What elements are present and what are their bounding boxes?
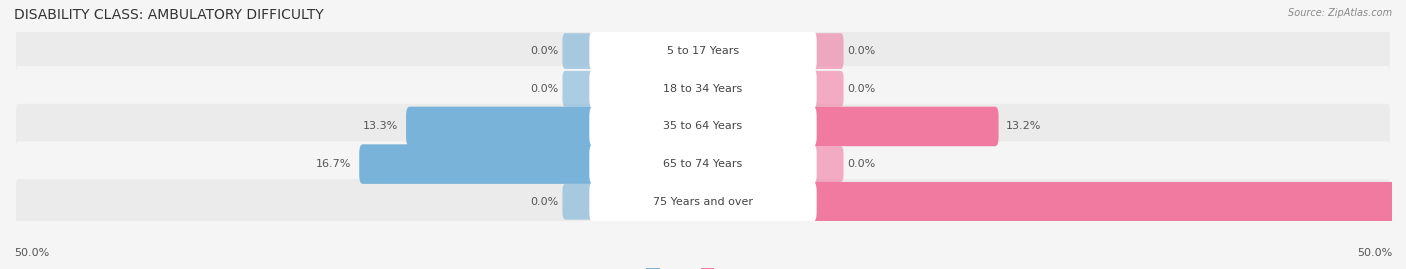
Text: 18 to 34 Years: 18 to 34 Years bbox=[664, 84, 742, 94]
FancyBboxPatch shape bbox=[589, 31, 817, 71]
Text: 0.0%: 0.0% bbox=[530, 197, 558, 207]
FancyBboxPatch shape bbox=[589, 182, 817, 221]
FancyBboxPatch shape bbox=[562, 71, 596, 107]
Text: 50.0%: 50.0% bbox=[14, 248, 49, 258]
Text: 35 to 64 Years: 35 to 64 Years bbox=[664, 121, 742, 132]
FancyBboxPatch shape bbox=[406, 107, 596, 146]
Text: 0.0%: 0.0% bbox=[530, 84, 558, 94]
FancyBboxPatch shape bbox=[810, 146, 844, 182]
FancyBboxPatch shape bbox=[589, 107, 817, 146]
Text: 50.0%: 50.0% bbox=[1357, 248, 1392, 258]
Legend: Male, Female: Male, Female bbox=[644, 266, 762, 269]
Text: 5 to 17 Years: 5 to 17 Years bbox=[666, 46, 740, 56]
Text: 75 Years and over: 75 Years and over bbox=[652, 197, 754, 207]
FancyBboxPatch shape bbox=[15, 66, 1391, 111]
FancyBboxPatch shape bbox=[562, 184, 596, 220]
FancyBboxPatch shape bbox=[810, 33, 844, 69]
Text: 0.0%: 0.0% bbox=[530, 46, 558, 56]
Text: DISABILITY CLASS: AMBULATORY DIFFICULTY: DISABILITY CLASS: AMBULATORY DIFFICULTY bbox=[14, 8, 323, 22]
FancyBboxPatch shape bbox=[15, 104, 1391, 149]
Text: 0.0%: 0.0% bbox=[848, 159, 876, 169]
FancyBboxPatch shape bbox=[810, 107, 998, 146]
FancyBboxPatch shape bbox=[810, 71, 844, 107]
Text: Source: ZipAtlas.com: Source: ZipAtlas.com bbox=[1288, 8, 1392, 18]
Text: 13.3%: 13.3% bbox=[363, 121, 398, 132]
FancyBboxPatch shape bbox=[15, 29, 1391, 74]
Text: 0.0%: 0.0% bbox=[848, 84, 876, 94]
FancyBboxPatch shape bbox=[359, 144, 596, 184]
Text: 13.2%: 13.2% bbox=[1007, 121, 1042, 132]
FancyBboxPatch shape bbox=[589, 144, 817, 184]
FancyBboxPatch shape bbox=[589, 69, 817, 108]
FancyBboxPatch shape bbox=[15, 141, 1391, 187]
Text: 0.0%: 0.0% bbox=[848, 46, 876, 56]
FancyBboxPatch shape bbox=[562, 33, 596, 69]
FancyBboxPatch shape bbox=[810, 182, 1406, 221]
Text: 65 to 74 Years: 65 to 74 Years bbox=[664, 159, 742, 169]
FancyBboxPatch shape bbox=[15, 179, 1391, 224]
Text: 16.7%: 16.7% bbox=[316, 159, 352, 169]
